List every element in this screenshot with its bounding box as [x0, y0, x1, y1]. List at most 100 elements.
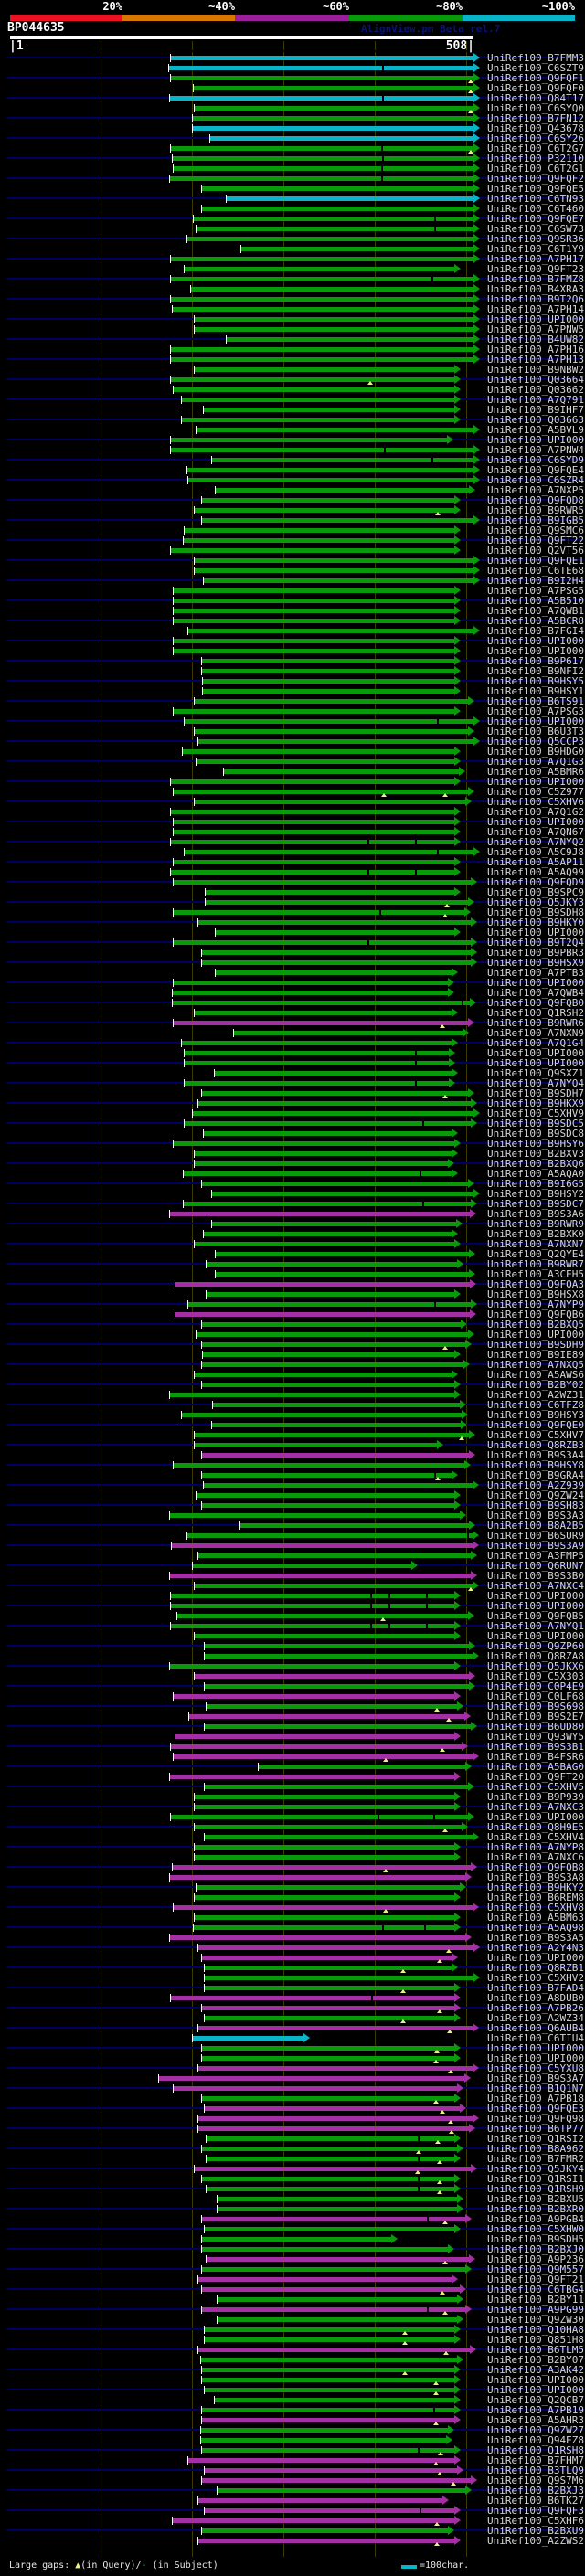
hit-bar[interactable] [174, 588, 454, 593]
hit-label[interactable]: UniRef100_B9IHF7 [487, 404, 584, 416]
hit-bar[interactable] [187, 468, 473, 472]
hit-label[interactable]: UniRef100_B2BXQ5 [487, 1319, 584, 1330]
hit-bar[interactable] [198, 2498, 442, 2503]
hit-bar[interactable] [198, 739, 473, 744]
hit-bar[interactable] [212, 1222, 456, 1226]
hit-label[interactable]: UniRef100_A5AQ99 [487, 866, 584, 878]
hit-label[interactable]: UniRef100_B9S3A5 [487, 1932, 584, 1944]
hit-bar[interactable] [173, 156, 473, 161]
hit-bar[interactable] [204, 1131, 452, 1136]
hit-bar[interactable] [173, 991, 448, 995]
hit-label[interactable]: UniRef100_C6SZR4 [487, 474, 584, 486]
hit-bar[interactable] [195, 1433, 469, 1437]
hit-bar[interactable] [202, 2056, 454, 2061]
hit-label[interactable]: UniRef100_B9P939 [487, 1791, 584, 1803]
hit-bar[interactable] [203, 689, 454, 694]
hit-bar[interactable] [171, 257, 473, 261]
hit-label[interactable]: UniRef100_UPI000.. [487, 1952, 585, 1964]
hit-label[interactable]: UniRef100_Q8H9E5 [487, 1821, 584, 1833]
hit-label[interactable]: UniRef100_A7NYQ4 [487, 1077, 584, 1089]
hit-bar[interactable] [171, 1744, 462, 1749]
hit-bar[interactable] [210, 136, 473, 141]
hit-bar[interactable] [195, 1161, 448, 1166]
hit-label[interactable]: UniRef100_A7PH13 [487, 354, 584, 366]
hit-bar[interactable] [240, 1523, 469, 1528]
hit-bar[interactable] [185, 850, 473, 854]
hit-label[interactable]: UniRef100_B9HSY6 [487, 1138, 584, 1150]
hit-bar[interactable] [202, 207, 473, 211]
hit-label[interactable]: UniRef100_B7FGI4 [487, 625, 584, 637]
hit-bar[interactable] [205, 2508, 454, 2513]
hit-bar[interactable] [202, 1362, 463, 1367]
hit-label[interactable]: UniRef100_Q84T17 [487, 92, 584, 104]
hit-label[interactable]: UniRef100_C5XHV9 [487, 1108, 584, 1119]
hit-label[interactable]: UniRef100_B9SDH5 [487, 2233, 584, 2245]
hit-label[interactable]: UniRef100_B2BXJ3 [487, 2485, 584, 2496]
hit-bar[interactable] [202, 1383, 454, 1387]
hit-label[interactable]: UniRef100_B9SDH8 [487, 906, 584, 918]
hit-bar[interactable] [202, 950, 471, 955]
hit-bar[interactable] [218, 2207, 457, 2211]
hit-bar[interactable] [224, 769, 459, 774]
hit-label[interactable]: UniRef100_B2BXV3 [487, 1148, 584, 1160]
hit-label[interactable]: UniRef100_A7PH14 [487, 303, 584, 315]
hit-bar[interactable] [174, 1905, 473, 1910]
hit-bar[interactable] [170, 96, 473, 101]
hit-bar[interactable] [202, 2307, 465, 2312]
hit-bar[interactable] [195, 800, 465, 804]
hit-label[interactable]: UniRef100_A7NXC3 [487, 1801, 584, 1813]
hit-bar[interactable] [171, 1996, 454, 2000]
hit-bar[interactable] [171, 1594, 454, 1598]
hit-bar[interactable] [195, 1151, 452, 1156]
hit-label[interactable]: UniRef100_P32110 [487, 153, 584, 164]
hit-label[interactable]: UniRef100_B9PBR3 [487, 947, 584, 959]
hit-label[interactable]: UniRef100_UPI000.. [487, 1600, 585, 1612]
hit-bar[interactable] [174, 709, 454, 714]
hit-label[interactable]: UniRef100_C5X303 [487, 1670, 584, 1682]
hit-label[interactable]: UniRef100_UPI000.. [487, 1630, 585, 1642]
hit-bar[interactable] [218, 2297, 457, 2302]
hit-bar[interactable] [174, 166, 473, 171]
hit-label[interactable]: UniRef100_B9HSY1 [487, 685, 584, 697]
hit-bar[interactable] [204, 408, 454, 412]
hit-bar[interactable] [185, 719, 473, 724]
hit-label[interactable]: UniRef100_B9SDC5 [487, 1118, 584, 1129]
hit-bar[interactable] [185, 528, 454, 533]
hit-label[interactable]: UniRef100_B9HSX9 [487, 957, 584, 969]
hit-bar[interactable] [188, 1302, 471, 1307]
hit-label[interactable]: UniRef100_Q03662 [487, 384, 584, 396]
hit-label[interactable]: UniRef100_Q9FQ98 [487, 2113, 584, 2125]
hit-label[interactable]: UniRef100_A9PGB4 [487, 2213, 584, 2225]
hit-label[interactable]: UniRef100_A7PH17 [487, 253, 584, 265]
hit-label[interactable]: UniRef100_B9HSY5 [487, 675, 584, 687]
hit-label[interactable]: UniRef100_Q9SR36 [487, 233, 584, 245]
hit-bar[interactable] [195, 1915, 454, 1920]
hit-label[interactable]: UniRef100_Q2QCB7 [487, 2394, 584, 2406]
hit-label[interactable]: UniRef100_B9RWR9 [487, 1218, 584, 1230]
hit-label[interactable]: UniRef100_B6U3T3 [487, 726, 584, 737]
hit-label[interactable]: UniRef100_C0P4E9 [487, 1680, 584, 1692]
hit-bar[interactable] [207, 2157, 454, 2161]
hit-bar[interactable] [195, 1443, 437, 1447]
hit-label[interactable]: UniRef100_UPI000.. [487, 927, 585, 938]
hit-label[interactable]: UniRef100_B6REM8 [487, 1892, 584, 1903]
hit-label[interactable]: UniRef100_UPI000.. [487, 1057, 585, 1069]
hit-label[interactable]: UniRef100_A7Q1G3 [487, 756, 584, 768]
hit-label[interactable]: UniRef100_C6SZT9 [487, 62, 584, 74]
hit-label[interactable]: UniRef100_C6TE68 [487, 565, 584, 577]
hit-label[interactable]: UniRef100_B2BXQ6 [487, 1158, 584, 1170]
hit-label[interactable]: UniRef100_Q94EZ8 [487, 2434, 584, 2446]
hit-label[interactable]: UniRef100_Q8RZB1 [487, 1962, 584, 1974]
hit-label[interactable]: UniRef100_A2Y4N3 [487, 1942, 584, 1954]
hit-label[interactable]: UniRef100_B4XRA3 [487, 283, 584, 295]
hit-label[interactable]: UniRef100_Q851H8 [487, 2334, 584, 2346]
hit-label[interactable]: UniRef100_C5XHV2 [487, 1972, 584, 1984]
hit-bar[interactable] [202, 2046, 454, 2051]
hit-bar[interactable] [174, 981, 448, 985]
hit-label[interactable]: UniRef100_C6T2G7 [487, 143, 584, 154]
hit-bar[interactable] [202, 1473, 452, 1478]
hit-bar[interactable] [187, 1533, 473, 1538]
hit-label[interactable]: UniRef100_Q9ZW27 [487, 2424, 584, 2436]
hit-label[interactable]: UniRef100_UPI000.. [487, 2042, 585, 2054]
hit-label[interactable]: UniRef100_UPI000.. [487, 645, 585, 657]
